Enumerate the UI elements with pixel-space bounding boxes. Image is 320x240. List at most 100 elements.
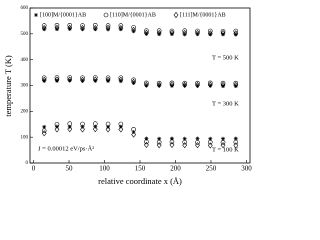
point [54,75,60,80]
point [169,29,175,36]
point [156,29,162,37]
point [131,131,136,138]
point [67,26,72,31]
point [118,25,124,32]
annotation: J = 0.00012 eV/ps·Å² [38,144,94,152]
legend-label: [111]M/{0001}AB [180,12,226,18]
point [92,25,98,32]
point [118,27,123,32]
annotation: T = 100 K [212,146,239,153]
point [182,142,188,149]
point [207,28,213,34]
x-tick-label: 150 [135,165,146,173]
point [80,78,85,83]
point [144,80,149,86]
point [182,32,187,37]
point [118,75,124,81]
point [233,81,239,89]
point [54,76,60,83]
point [106,27,111,32]
point [207,139,213,145]
point [80,75,85,81]
point [67,24,73,31]
legend-marker [173,11,179,19]
point [220,140,226,145]
point [169,83,174,88]
y-tick-label: 600 [21,6,29,11]
y-tick-label: 300 [21,84,29,89]
point [157,136,162,141]
x-tick-label: 100 [99,165,110,173]
point [118,23,124,28]
point [182,136,187,141]
point [105,75,111,81]
point [80,25,85,32]
point [157,32,162,37]
point [182,81,188,89]
point [221,32,226,37]
point [233,80,239,86]
point [92,126,98,133]
point [131,77,136,83]
point [105,24,111,31]
point [195,80,200,86]
x-axis-label: relative coordinate x (Å) [98,176,182,186]
point [220,80,226,86]
point [80,27,85,32]
point [131,29,136,34]
point [67,78,72,83]
point [41,75,47,81]
point [92,121,98,127]
annotation: T = 500 K [212,54,239,61]
point [182,83,187,88]
point [131,78,136,85]
legend-marker [34,13,38,17]
point [169,28,175,34]
point [207,81,213,88]
point [208,32,213,37]
point [144,83,149,88]
point [105,121,111,127]
point [144,136,149,141]
point [221,136,226,141]
point [144,28,149,34]
y-tick-label: 0 [26,161,29,166]
point [54,121,60,127]
point [195,81,200,89]
point [144,141,149,149]
point [118,76,124,83]
point [195,140,200,145]
y-tick-label: 400 [21,58,29,63]
point [144,81,149,88]
point [118,79,123,84]
point [131,25,136,30]
point [220,28,226,34]
point [144,31,149,36]
point [92,76,98,83]
point [144,139,149,145]
point [220,29,226,37]
point [156,28,162,34]
point [131,80,136,85]
point [54,24,60,31]
point [221,84,226,89]
point [92,23,98,28]
point [93,78,98,83]
point [42,27,47,32]
point [42,124,47,129]
point [41,130,47,137]
point [156,80,162,86]
x-tick-label: 300 [241,165,252,173]
point [105,126,111,133]
point [156,81,162,89]
point [41,25,47,32]
point [207,30,213,37]
legend-label: [100]M/{0001}AB [40,12,86,18]
point [233,30,239,37]
point [233,84,238,89]
point [169,136,174,141]
point [67,76,73,83]
chart: relative coordinate x (Å) temperature T … [3,6,252,186]
point [233,136,238,141]
point [118,121,124,127]
